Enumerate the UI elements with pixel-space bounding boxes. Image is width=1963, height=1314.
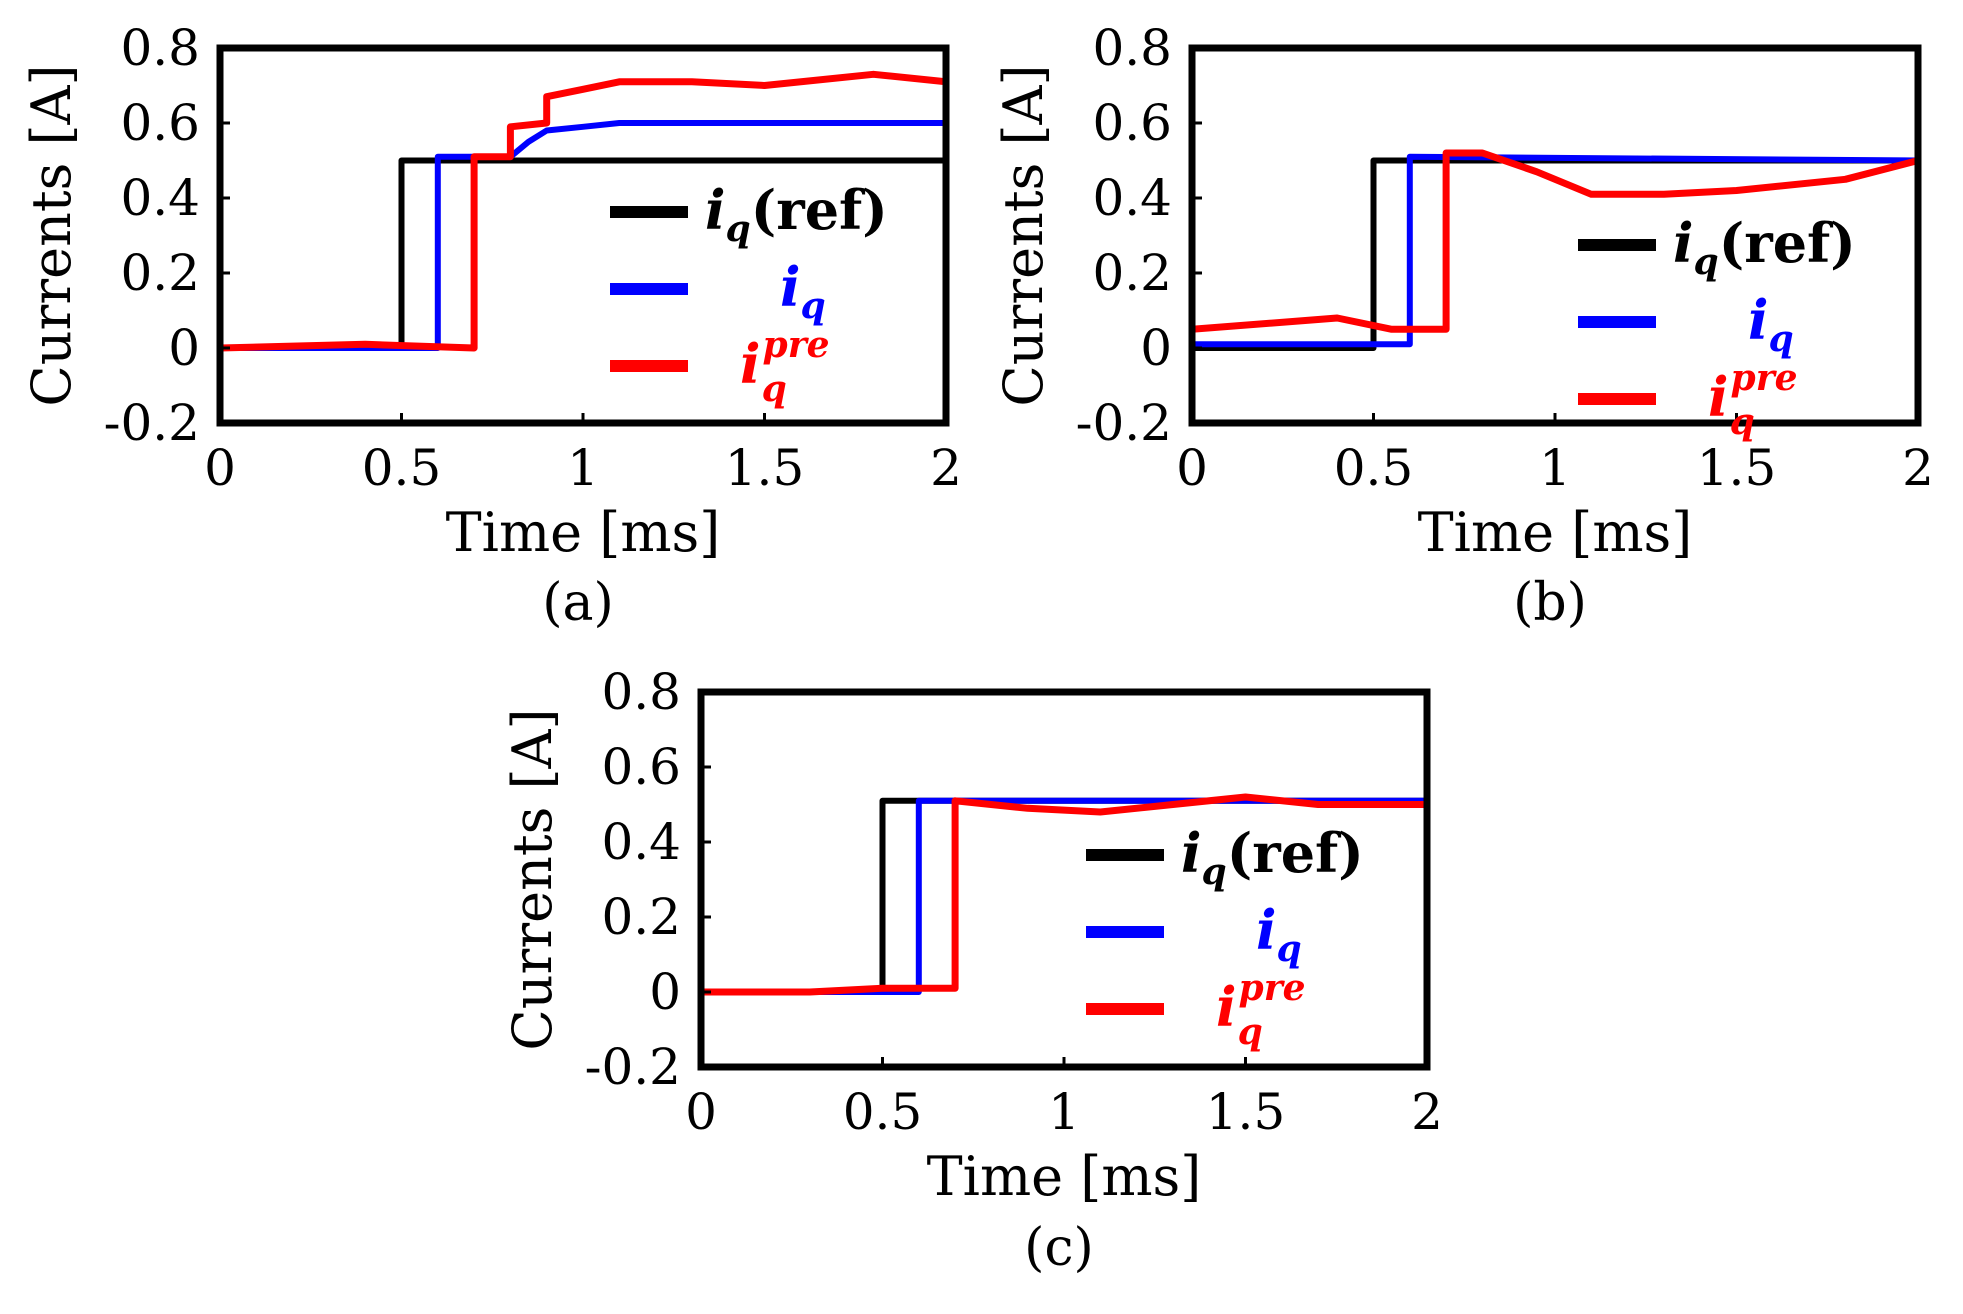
legend-label: ipre q	[740, 324, 830, 410]
y-tick-label: 0.8	[601, 663, 681, 721]
x-tick-label: 2	[1411, 1083, 1443, 1141]
panel-caption: (a)	[542, 573, 614, 633]
y-tick-label: -0.2	[104, 394, 200, 452]
y-tick-label: 0.4	[120, 169, 200, 227]
series-line-iq-pre	[701, 793, 1427, 996]
legend-label: iq(ref)	[705, 178, 888, 250]
legend-label: iq(ref)	[1673, 211, 1856, 283]
series-line-iq-pre	[1192, 149, 1918, 333]
y-tick-label: 0.2	[120, 244, 200, 302]
legend-label: iq	[1748, 288, 1794, 360]
series-line-iq-pre	[220, 70, 946, 352]
x-tick-label: 1	[1048, 1083, 1080, 1141]
x-tick-label: 0.5	[1334, 439, 1414, 497]
y-tick-label: 0.2	[1092, 244, 1172, 302]
y-tick-label: 0.6	[601, 738, 681, 796]
series-line-iq	[220, 120, 946, 351]
x-axis-label: Time [ms]	[1418, 501, 1693, 564]
y-axis-label: Currents [A]	[992, 64, 1055, 406]
x-tick-label: 1	[1539, 439, 1571, 497]
y-tick-label: 0.6	[120, 94, 200, 152]
legend-label: ipre q	[1216, 967, 1306, 1053]
y-tick-label: 0.4	[601, 813, 681, 871]
x-tick-label: 1.5	[725, 439, 805, 497]
panel-caption: (b)	[1513, 573, 1587, 633]
y-axis-label: Currents [A]	[501, 708, 564, 1050]
y-tick-label: 0	[1140, 319, 1172, 377]
x-tick-label: 2	[1902, 439, 1934, 497]
legend-label: iq	[1256, 898, 1302, 970]
y-tick-label: 0.8	[120, 19, 200, 77]
x-axis-label: Time [ms]	[446, 501, 721, 564]
x-tick-label: 1	[567, 439, 599, 497]
legend-label: ipre q	[1708, 357, 1798, 443]
y-axis-label: Currents [A]	[20, 64, 83, 406]
y-tick-label: 0	[649, 963, 681, 1021]
panel-caption: (c)	[1024, 1218, 1094, 1278]
x-tick-label: 0	[685, 1083, 717, 1141]
x-tick-label: 0.5	[843, 1083, 923, 1141]
y-tick-label: -0.2	[585, 1038, 681, 1096]
x-axis-label: Time [ms]	[927, 1145, 1202, 1208]
y-tick-label: 0	[168, 319, 200, 377]
x-tick-label: 0	[204, 439, 236, 497]
x-tick-label: 1.5	[1697, 439, 1777, 497]
x-tick-label: 1.5	[1206, 1083, 1286, 1141]
x-tick-label: 0	[1176, 439, 1208, 497]
y-tick-label: 0.4	[1092, 169, 1172, 227]
x-tick-label: 2	[930, 439, 962, 497]
legend-label: iq	[780, 255, 826, 327]
y-tick-label: 0.2	[601, 888, 681, 946]
legend-label: iq(ref)	[1181, 821, 1364, 893]
series-line-iq	[1192, 153, 1918, 348]
x-tick-label: 0.5	[362, 439, 442, 497]
y-tick-label: 0.8	[1092, 19, 1172, 77]
y-tick-label: -0.2	[1076, 394, 1172, 452]
y-tick-label: 0.6	[1092, 94, 1172, 152]
